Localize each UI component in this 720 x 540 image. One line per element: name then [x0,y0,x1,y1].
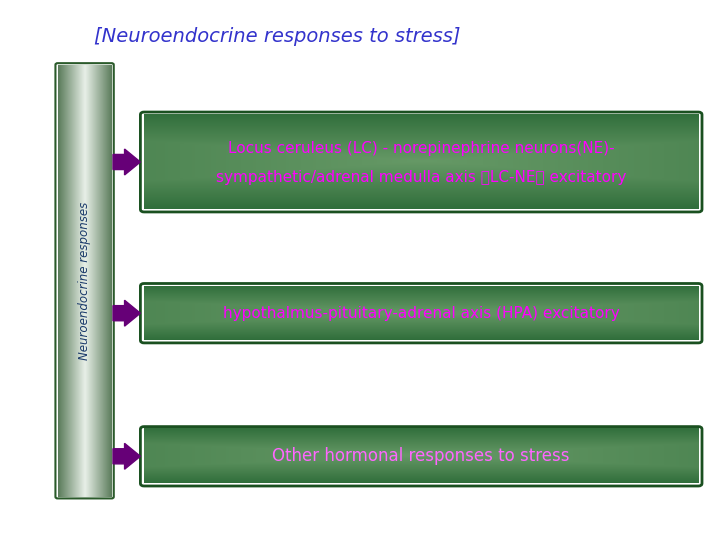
Text: Other hormonal responses to stress: Other hormonal responses to stress [272,447,570,465]
Text: Neuroendocrine responses: Neuroendocrine responses [78,201,91,360]
Text: sympathetic/adrenal medulla axis （LC-NE） excitatory: sympathetic/adrenal medulla axis （LC-NE）… [216,170,626,185]
FancyArrow shape [113,300,140,326]
Text: hypothalmus-pituitary-adrenal axis (HPA) excitatory: hypothalmus-pituitary-adrenal axis (HPA)… [222,306,620,321]
FancyArrow shape [113,443,140,469]
FancyArrow shape [113,149,140,175]
Text: [Neuroendocrine responses to stress]: [Neuroendocrine responses to stress] [94,27,460,46]
Text: Locus ceruleus (LC) - norepinephrine neurons(NE)-: Locus ceruleus (LC) - norepinephrine neu… [228,141,614,156]
